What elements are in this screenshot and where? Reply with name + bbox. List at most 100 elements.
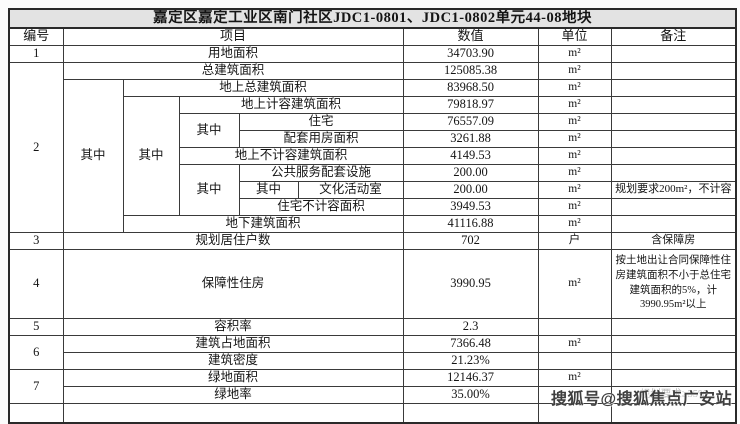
item-value: 76557.09: [402, 112, 539, 131]
row-id: 2: [8, 61, 64, 233]
col-header-note: 备注: [610, 27, 737, 46]
item-unit: 户: [537, 231, 612, 250]
qizhong-level1: 其中: [62, 78, 124, 233]
qizhong-level2: 其中: [122, 95, 180, 216]
row-id: 5: [8, 317, 64, 336]
qizhong-level4: 其中: [238, 180, 299, 199]
row-id: 6: [8, 334, 64, 370]
row-id: [8, 402, 64, 424]
item-unit: m²: [537, 78, 612, 97]
table-row-zhuzhai: 其中 住宅 76557.09 m²: [9, 112, 737, 148]
item-unit: m²: [537, 146, 612, 165]
item-label: [62, 402, 404, 424]
table-row-yongdi: 1 用地面积 34703.90 m²: [8, 44, 737, 63]
item-value: 7366.48: [402, 334, 539, 353]
item-label: 地下建筑面积: [122, 214, 404, 233]
item-label: 住宅不计容面积: [238, 197, 404, 216]
qizhong-level3b: 其中: [178, 163, 240, 216]
item-label: 用地面积: [62, 44, 404, 63]
item-value: 34703.90: [402, 44, 539, 63]
item-value: 2.3: [402, 317, 539, 336]
item-unit: m²: [537, 368, 612, 387]
table-row-hushu: 3 规划居住户数 702 户 含保障房: [8, 231, 737, 250]
item-unit: m²: [537, 197, 612, 216]
item-label: 住宅: [238, 112, 404, 131]
item-label: 配套用房面积: [238, 129, 404, 148]
item-note: [610, 317, 737, 336]
table-row-zhuzhaibujirong: 住宅不计容面积 3949.53 m²: [9, 197, 737, 216]
item-label: 保障性住房: [62, 248, 404, 319]
item-label: 地上总建筑面积: [122, 78, 404, 97]
col-header-id: 编号: [8, 27, 64, 46]
item-value: 83968.50: [402, 78, 539, 97]
item-note: [610, 146, 737, 165]
item-unit: m²: [537, 180, 612, 199]
item-value: 3949.53: [402, 197, 539, 216]
item-value: 35.00%: [402, 385, 539, 404]
table-title: 嘉定区嘉定工业区南门社区JDC1-0801、JDC1-0802单元44-08地块: [8, 8, 737, 29]
item-note: 规划要求≥35%: [610, 385, 737, 404]
table-row-zhandi: 6 建筑占地面积 7366.48 m²: [8, 334, 737, 370]
item-unit: m²: [537, 61, 612, 80]
item-value: 125085.38: [402, 61, 539, 80]
item-value: 21.23%: [402, 351, 539, 370]
row-id: 1: [8, 44, 64, 63]
item-unit: m²: [537, 334, 612, 353]
item-value: 702: [402, 231, 539, 250]
item-note: [610, 197, 737, 216]
row-id: 4: [8, 248, 64, 319]
item-value: 12146.37: [402, 368, 539, 387]
table-row-dishangjirong: 其中 地上计容建筑面积 79818.97 m²: [9, 95, 737, 216]
item-unit: m²: [537, 129, 612, 148]
item-unit: [537, 317, 612, 336]
qizhong-level3a: 其中: [178, 112, 240, 148]
item-note: [610, 368, 737, 387]
item-value: 3990.95: [402, 248, 539, 319]
item-label: 建筑密度: [62, 351, 404, 370]
item-note: [610, 334, 737, 353]
item-note: [610, 44, 737, 63]
item-unit: m²: [537, 95, 612, 114]
item-note: 按土地出让合同保障性住房建筑面积不小于总住宅建筑面积的5%，计3990.95m²…: [610, 248, 737, 319]
sohu-watermark: 搜狐号@搜狐焦点广安站: [551, 391, 733, 408]
item-value: 200.00: [402, 180, 539, 199]
item-label: 文化活动室: [297, 180, 404, 199]
table-row-midu: 建筑密度 21.23%: [9, 351, 737, 370]
item-value: 200.00: [402, 163, 539, 182]
item-label: 地上不计容建筑面积: [178, 146, 404, 165]
row-id: 3: [8, 231, 64, 250]
land-parcel-table: 嘉定区嘉定工业区南门社区JDC1-0801、JDC1-0802单元44-08地块…: [8, 8, 738, 424]
item-unit: m²: [537, 44, 612, 63]
table-row-gonggong: 其中 公共服务配套设施 200.00 m²: [9, 163, 737, 216]
item-note: [610, 78, 737, 97]
item-value: [402, 402, 539, 424]
table-row-rongjilv: 5 容积率 2.3: [8, 317, 737, 336]
table-row-title: 嘉定区嘉定工业区南门社区JDC1-0801、JDC1-0802单元44-08地块: [8, 8, 737, 29]
table-row-baozhang: 4 保障性住房 3990.95 m² 按土地出让合同保障性住房建筑面积不小于总住…: [8, 248, 737, 319]
col-header-unit: 单位: [537, 27, 612, 46]
item-value: 4149.53: [402, 146, 539, 165]
table-row-lvdilv: 绿地率 35.00% 规划要求≥35%: [9, 385, 737, 404]
item-unit: [537, 351, 612, 370]
item-label: 总建筑面积: [62, 61, 404, 80]
item-unit: m²: [537, 112, 612, 131]
item-value: 41116.88: [402, 214, 539, 233]
item-note: 含保障房: [610, 231, 737, 250]
col-header-value: 数值: [402, 27, 539, 46]
item-note: [610, 163, 737, 182]
table-row-header: 编号 项目 数值 单位 备注: [8, 27, 737, 46]
item-label: 地上计容建筑面积: [178, 95, 404, 114]
item-unit: m²: [537, 248, 612, 319]
table-row-dishangzong: 其中 地上总建筑面积 83968.50 m²: [9, 78, 737, 233]
table-row-lvdi: 7 绿地面积 12146.37 m²: [8, 368, 737, 404]
item-note: [610, 95, 737, 114]
table-row-zongjianzhu: 2 总建筑面积 125085.38 m²: [8, 61, 737, 233]
table-row-dixia: 地下建筑面积 41116.88 m²: [9, 214, 737, 233]
item-value: 3261.88: [402, 129, 539, 148]
row-id: 7: [8, 368, 64, 404]
item-unit: m²: [537, 163, 612, 182]
item-note: [610, 351, 737, 370]
item-note: [610, 129, 737, 148]
table-row-bujirong: 地上不计容建筑面积 4149.53 m²: [9, 146, 737, 165]
item-label: 容积率: [62, 317, 404, 336]
